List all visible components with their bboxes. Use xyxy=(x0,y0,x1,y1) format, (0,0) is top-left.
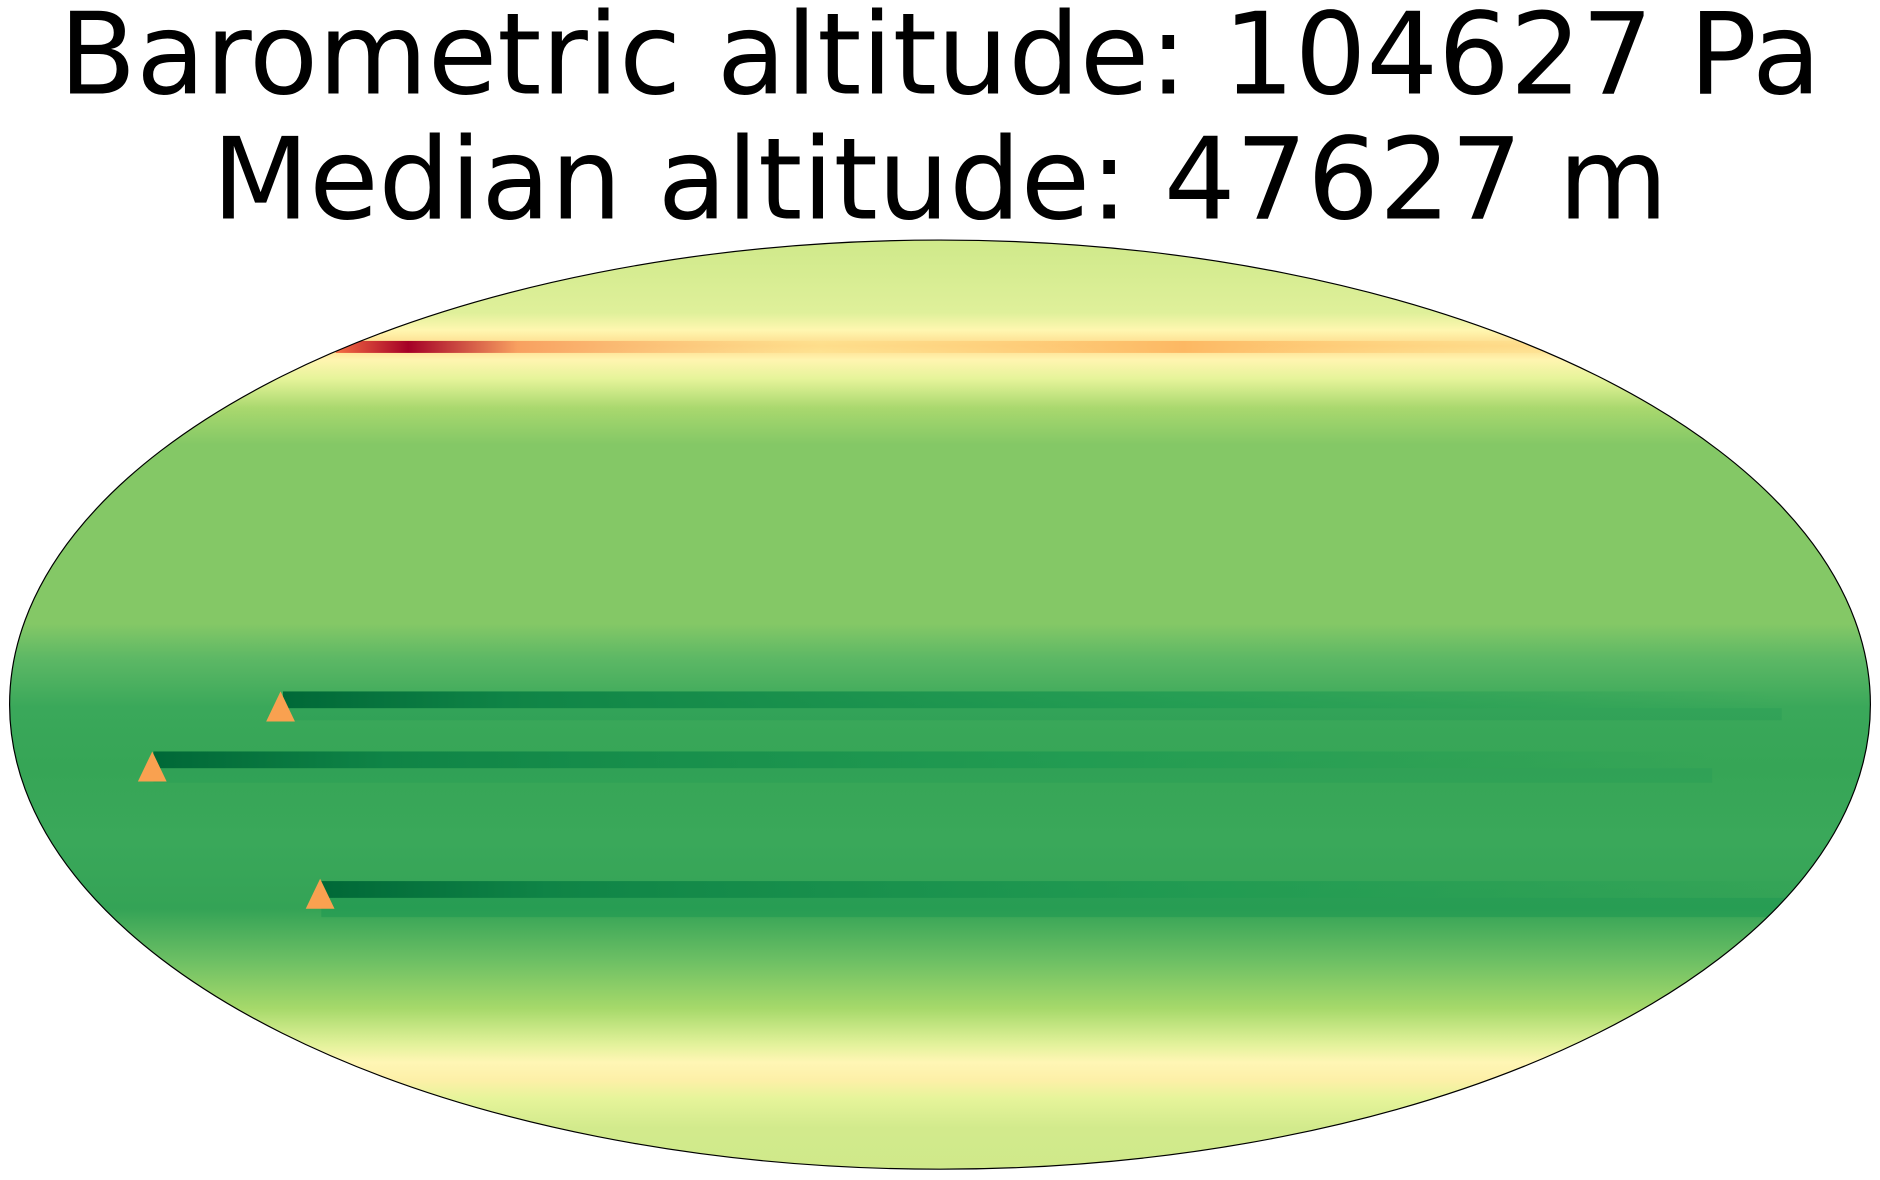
title-line: Median altitude: 47627 m xyxy=(212,113,1668,245)
title-line: Barometric altitude: 104627 Pa xyxy=(59,0,1821,121)
map-outline xyxy=(8,239,1872,1170)
marker xyxy=(266,691,295,722)
streak xyxy=(321,897,1833,918)
streak xyxy=(153,768,1713,783)
streak xyxy=(321,881,1833,898)
map-field xyxy=(9,240,1871,1170)
marker xyxy=(137,751,167,782)
marker xyxy=(305,878,335,909)
streak xyxy=(282,708,1782,721)
streak xyxy=(153,751,1713,769)
streak xyxy=(282,691,1782,709)
streak xyxy=(335,340,1547,353)
